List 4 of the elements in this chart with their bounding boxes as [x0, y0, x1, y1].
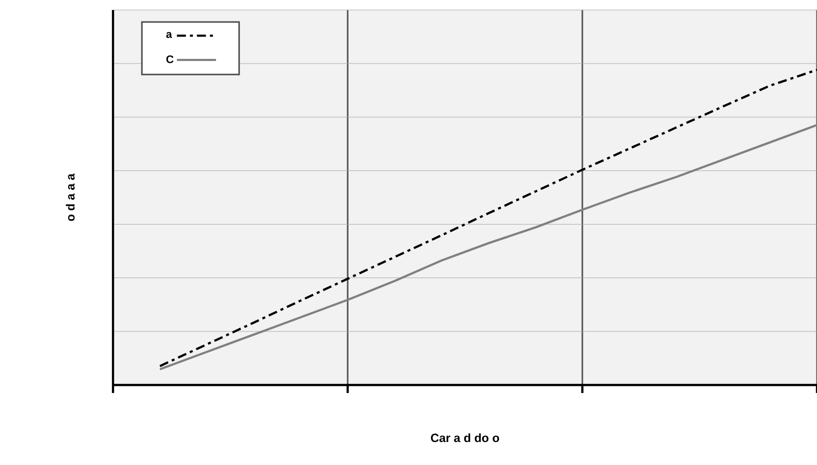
x-axis-title: Car a d do o	[430, 433, 500, 442]
legend-label: C	[166, 55, 174, 64]
y-axis-title: o d a a a	[66, 174, 75, 221]
legend-label: a	[166, 32, 172, 38]
